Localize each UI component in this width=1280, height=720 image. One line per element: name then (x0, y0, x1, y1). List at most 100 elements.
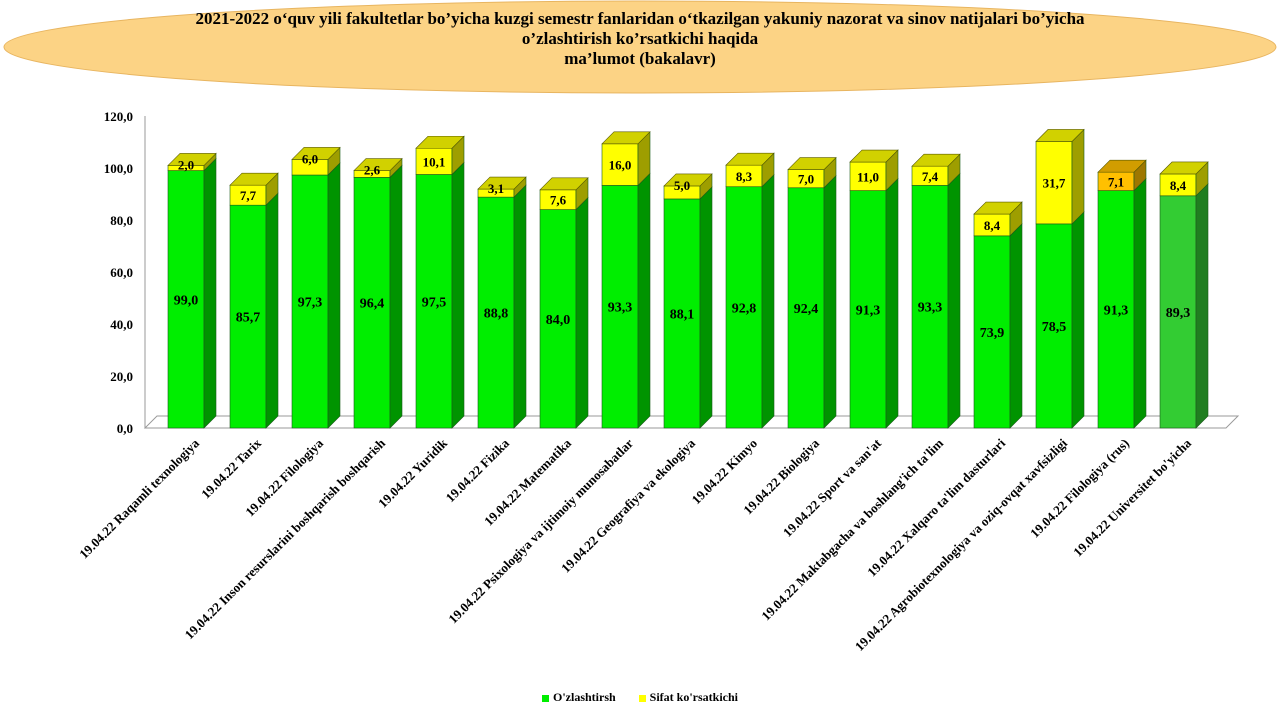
data-label-sifat: 2,0 (178, 157, 194, 172)
bar-bottom-3-side (389, 164, 403, 429)
bar-bottom-6-front (539, 209, 577, 429)
bar-bottom-2-front (291, 174, 329, 429)
bar-top-11-front (849, 161, 887, 191)
bar-bottom-1-front (229, 204, 267, 429)
data-label-ozlashtirish: 91,3 (1104, 303, 1129, 318)
data-label-ozlashtirish: 93,3 (608, 301, 633, 316)
chart-title-line3: ma’lumot (bakalavr) (564, 49, 716, 68)
data-label-sifat: 7,4 (922, 169, 939, 184)
y-tick-label: 20,0 (110, 369, 133, 384)
bar-bottom-4-side (451, 161, 465, 429)
data-label-sifat: 7,7 (240, 188, 257, 203)
bar-bottom-11-side (885, 177, 899, 429)
bar-cap-15-top (1097, 159, 1147, 173)
bar-bottom-14-front (1035, 223, 1073, 429)
bar-bottom-13-front (973, 235, 1011, 429)
bar-cap-8-top (663, 173, 713, 187)
bar-cap-16-top (1159, 161, 1209, 175)
bar-bottom-5-side (513, 184, 527, 429)
bar-cap-1-top (229, 172, 279, 186)
bar-bottom-1-side (265, 192, 279, 429)
data-label-sifat: 3,1 (488, 181, 504, 196)
data-label-sifat: 2,6 (364, 163, 381, 178)
bar-cap-13-top (973, 201, 1023, 215)
legend-swatch-yellow (638, 694, 646, 702)
bar-bottom-4-front (415, 174, 453, 429)
bar-bottom-14-side (1071, 211, 1085, 429)
data-label-ozlashtirish: 97,5 (422, 295, 447, 310)
bar-bottom-9-front (725, 186, 763, 429)
bar-bottom-7-side (637, 172, 651, 429)
data-label-sifat: 6,0 (302, 151, 318, 166)
data-label-ozlashtirish: 92,8 (732, 301, 757, 316)
x-tick-label: 19.04.22 Agrobiotexnologiya va oziq-ovqa… (852, 435, 1071, 654)
x-tick-label: 19.04.22 Geografiya va ekologiya (558, 435, 698, 575)
y-tick-label: 100,0 (104, 161, 133, 176)
chart-title-line2: o’zlashtirish ko’rsatkichi haqida (521, 29, 759, 48)
bar-bottom-0-side (203, 157, 217, 429)
data-label-sifat: 8,4 (984, 218, 1001, 233)
bar-cap-9-top (725, 152, 775, 166)
bar-top-14-side (1071, 128, 1085, 225)
bar-bottom-2-side (327, 162, 341, 429)
data-label-sifat: 31,7 (1043, 176, 1066, 191)
data-label-sifat: 7,1 (1108, 174, 1124, 189)
data-label-ozlashtirish: 96,4 (360, 297, 385, 312)
bar-bottom-8-front (663, 198, 701, 429)
bar-cap-3-top (353, 158, 403, 171)
data-label-sifat: 7,6 (550, 193, 567, 208)
y-tick-label: 60,0 (110, 265, 133, 280)
bar-bottom-9-side (761, 173, 775, 429)
x-tick-label: 19.04.22 Tarix (198, 435, 264, 501)
legend-item-ozlashtirish: O'zlashtirsh (541, 690, 616, 705)
y-tick-label: 120,0 (104, 109, 133, 124)
bar-bottom-10-side (823, 175, 837, 429)
bar-bottom-16-front (1159, 195, 1197, 429)
bar-bottom-12-front (911, 185, 949, 429)
data-label-sifat: 11,0 (857, 169, 879, 184)
bar-bottom-16-side (1195, 183, 1209, 429)
title-banner-shape (3, 0, 1277, 94)
data-label-ozlashtirish: 89,3 (1166, 306, 1191, 321)
chart-title-line1: 2021-2022 o‘quv yili fakultetlar bo’yich… (195, 9, 1085, 28)
bar-cap-2-top (291, 147, 341, 160)
data-label-ozlashtirish: 88,8 (484, 307, 509, 322)
legend-swatch-green (541, 694, 549, 702)
data-label-ozlashtirish: 73,9 (980, 326, 1005, 341)
data-label-ozlashtirish: 88,1 (670, 307, 695, 322)
data-label-ozlashtirish: 85,7 (236, 311, 261, 326)
bar-cap-4-top (415, 135, 465, 149)
y-tick-label: 80,0 (110, 213, 133, 228)
data-label-ozlashtirish: 92,4 (794, 302, 819, 317)
bar-cap-6-top (539, 177, 589, 191)
bar-bottom-5-front (477, 196, 515, 429)
bar-bottom-15-front (1097, 190, 1135, 429)
data-label-sifat: 10,1 (423, 154, 446, 169)
bar-bottom-6-side (575, 196, 589, 429)
bar-bottom-3-front (353, 177, 391, 429)
data-label-sifat: 8,3 (736, 169, 753, 184)
data-label-sifat: 8,4 (1170, 178, 1187, 193)
data-label-ozlashtirish: 93,3 (918, 301, 943, 316)
data-label-ozlashtirish: 91,3 (856, 303, 881, 318)
bar-bottom-15-side (1133, 177, 1147, 429)
y-tick-label: 0,0 (117, 421, 133, 436)
bar-bottom-12-side (947, 172, 961, 429)
data-label-sifat: 5,0 (674, 178, 690, 193)
data-label-sifat: 16,0 (609, 158, 632, 173)
bar-cap-0-top (167, 153, 217, 166)
legend-item-sifat: Sifat ko'rsatkichi (638, 690, 738, 705)
bar-cap-10-top (787, 157, 837, 170)
data-label-ozlashtirish: 78,5 (1042, 320, 1067, 335)
data-label-ozlashtirish: 99,0 (174, 293, 199, 308)
data-label-ozlashtirish: 84,0 (546, 313, 571, 328)
bar-bottom-7-front (601, 185, 639, 429)
title-banner: 2021-2022 o‘quv yili fakultetlar bo’yich… (0, 0, 1280, 96)
bar-cap-5-top (477, 176, 527, 190)
x-tick-label: 19.04.22 Universitet bo'yicha (1070, 435, 1194, 559)
legend: O'zlashtirsh Sifat ko'rsatkichi (0, 690, 1280, 708)
data-label-sifat: 7,0 (798, 172, 814, 187)
chart-title: 2021-2022 o‘quv yili fakultetlar bo’yich… (60, 9, 1220, 69)
bar-cap-7-top (601, 131, 651, 145)
data-label-ozlashtirish: 97,3 (298, 296, 323, 311)
